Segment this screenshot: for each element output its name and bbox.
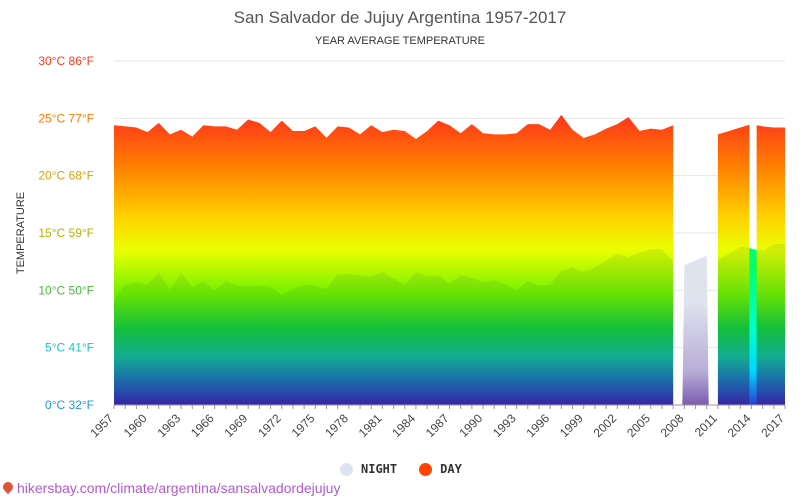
- chart-title: San Salvador de Jujuy Argentina 1957-201…: [233, 8, 567, 27]
- night-area: [114, 249, 674, 405]
- y-tick-label: 25°C 77°F: [38, 111, 94, 125]
- y-axis-label: TEMPERATURE: [15, 192, 27, 274]
- x-tick-label: 1972: [255, 411, 284, 440]
- cyan-gap-mask: [749, 122, 757, 253]
- y-tick-label: 10°C 50°F: [38, 283, 94, 297]
- y-tick-label: 0°C 32°F: [45, 398, 94, 412]
- day-area: [114, 114, 674, 405]
- y-tick-label: 15°C 59°F: [38, 226, 94, 240]
- x-tick-label: 1990: [456, 411, 485, 440]
- x-tick-label: 1975: [289, 411, 318, 440]
- x-tick-label: 1984: [389, 411, 418, 440]
- chart-subtitle: YEAR AVERAGE TEMPERATURE: [315, 35, 485, 47]
- x-tick-label: 1999: [557, 411, 586, 440]
- source-link[interactable]: hikersbay.com/climate/argentina/sansalva…: [0, 480, 341, 496]
- y-tick-label: 30°C 86°F: [38, 54, 94, 68]
- day-dot-icon: [419, 462, 433, 476]
- legend-label-night: NIGHT: [361, 462, 398, 476]
- legend-item-day[interactable]: DAY: [419, 462, 462, 476]
- x-tick-label: 1993: [490, 411, 519, 440]
- night-area-gap: [682, 255, 709, 405]
- x-tick-label: 1957: [87, 411, 116, 440]
- x-tick-label: 2014: [725, 411, 754, 440]
- legend-item-night[interactable]: NIGHT: [340, 462, 397, 476]
- legend-label-day: DAY: [440, 462, 462, 476]
- x-tick-label: 2008: [658, 411, 687, 440]
- x-tick-label: 1987: [423, 411, 452, 440]
- temperature-areas: [114, 114, 785, 406]
- y-tick-label: 5°C 41°F: [45, 341, 94, 355]
- x-tick-label: 1960: [121, 411, 150, 440]
- x-tick-label: 1966: [188, 411, 217, 440]
- source-link-text: hikersbay.com/climate/argentina/sansalva…: [17, 480, 341, 496]
- x-tick-label: 2002: [591, 411, 620, 440]
- x-tick-label: 1969: [222, 411, 251, 440]
- map-pin-icon: [0, 480, 16, 495]
- x-tick-label: 1978: [322, 411, 351, 440]
- x-tick-label: 1963: [154, 411, 183, 440]
- night-area-cyan: [749, 247, 757, 405]
- y-tick-label: 20°C 68°F: [38, 169, 94, 183]
- x-tick-label: 2005: [624, 411, 653, 440]
- x-tick-label: 2017: [758, 411, 787, 440]
- legend: NIGHT DAY: [340, 462, 462, 476]
- x-tick-label: 1996: [523, 411, 552, 440]
- x-tick-label: 1981: [356, 411, 385, 440]
- x-tick-label: 2011: [692, 411, 720, 439]
- night-dot-icon: [340, 462, 353, 476]
